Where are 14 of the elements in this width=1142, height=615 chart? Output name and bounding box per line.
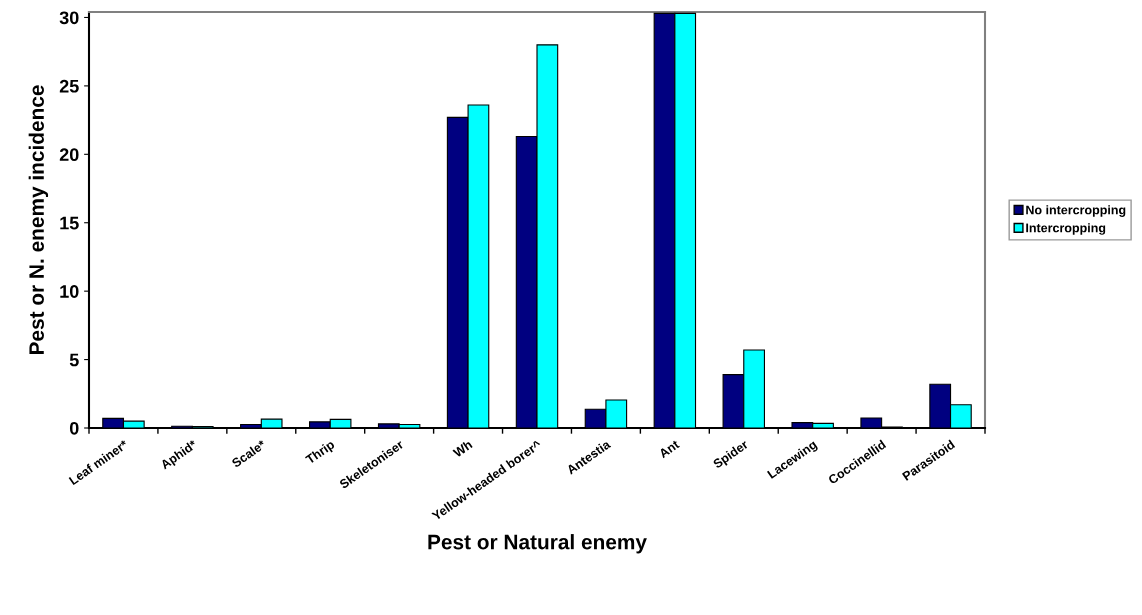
y-tick-label: 20 — [59, 148, 79, 162]
y-tick-label: 5 — [69, 353, 79, 367]
y-tick-label: 30 — [59, 11, 79, 25]
y-tick-label: 10 — [60, 285, 79, 298]
y-tick-label: 0 — [69, 421, 79, 435]
x-tick-label: Wh — [452, 439, 473, 458]
x-tick-label: Thrip — [304, 439, 337, 467]
x-axis-title: Pest or Natural enemy — [428, 534, 647, 554]
x-tick-label: Ant — [658, 439, 680, 459]
y-tick-label: 25 — [59, 79, 79, 93]
y-axis-title: Pest or N. enemy incidence — [28, 85, 49, 355]
y-tick-label: 15 — [60, 216, 79, 230]
legend-label: Intercropping — [1026, 223, 1106, 235]
legend-label: No intercropping — [1026, 205, 1126, 217]
